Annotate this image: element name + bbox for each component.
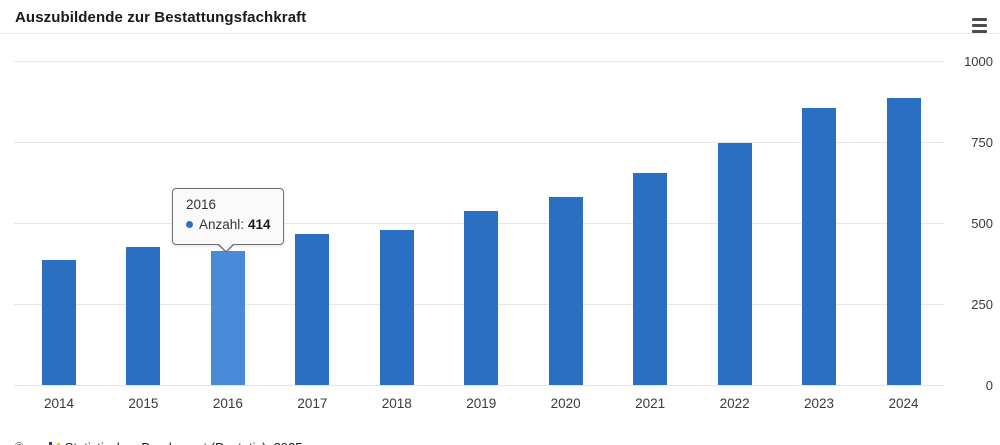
x-tick-label: 2017 [297, 396, 328, 411]
source-text: Statistisches Bundesamt (Destatis), 2025 [65, 440, 303, 445]
y-tick-label: 750 [971, 134, 993, 150]
gridline [14, 141, 944, 143]
tooltip-year: 2016 [186, 197, 217, 212]
x-tick-label: 2020 [550, 396, 581, 411]
x-tick-label: 2021 [635, 396, 666, 411]
hamburger-icon [972, 18, 987, 21]
x-tick-label: 2023 [804, 396, 835, 411]
x-tick-label: 2016 [212, 396, 243, 411]
y-tick-label: 0 [985, 377, 993, 393]
bar-2019[interactable] [464, 211, 499, 385]
copyright-symbol: © [15, 441, 23, 445]
gridline [14, 384, 944, 386]
bar-2024[interactable] [886, 97, 921, 385]
x-tick-label: 2015 [128, 396, 159, 411]
gridline [14, 60, 944, 62]
chart-title: Auszubildende zur Bestattungsfachkraft [15, 9, 307, 26]
x-tick-label: 2024 [888, 396, 919, 411]
hamburger-icon [972, 30, 987, 33]
header-divider [0, 33, 1000, 34]
source-line: © Statistisches Bundesamt (Destatis), 20… [15, 424, 303, 445]
bar-2017[interactable] [295, 233, 330, 385]
chart-menu-button[interactable] [972, 17, 990, 34]
tooltip-arrow [218, 243, 234, 251]
tooltip-value: 414 [248, 217, 271, 232]
series-dot-icon [186, 221, 193, 228]
bar-2020[interactable] [548, 197, 583, 385]
bar-2015[interactable] [126, 246, 161, 385]
y-tick-label: 1000 [964, 53, 993, 69]
bar-2022[interactable] [717, 143, 752, 385]
destatis-logo-icon [26, 424, 61, 445]
x-tick-label: 2014 [43, 396, 75, 411]
bar-2021[interactable] [633, 173, 668, 385]
bar-2016[interactable] [210, 250, 245, 385]
hamburger-icon [972, 24, 987, 27]
y-tick-label: 500 [971, 215, 993, 231]
tooltip-label: Anzahl: [199, 217, 245, 232]
x-tick-label: 2019 [466, 396, 497, 411]
y-tick-label: 250 [971, 296, 993, 312]
x-tick-label: 2022 [719, 396, 750, 411]
bar-2018[interactable] [379, 229, 414, 385]
bar-2014[interactable] [42, 259, 76, 385]
x-tick-label: 2018 [381, 396, 412, 411]
tooltip: 2016 Anzahl: 414 [172, 188, 284, 253]
bar-2023[interactable] [802, 108, 837, 385]
